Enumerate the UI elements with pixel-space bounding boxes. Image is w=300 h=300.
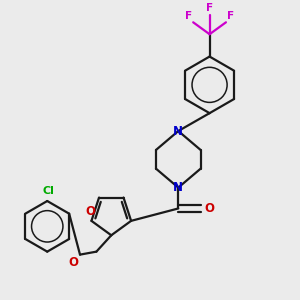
Text: O: O — [205, 202, 215, 215]
Text: F: F — [227, 11, 235, 21]
Text: F: F — [206, 3, 213, 14]
Text: F: F — [184, 11, 192, 21]
Text: O: O — [85, 206, 95, 218]
Text: O: O — [68, 256, 79, 269]
Text: N: N — [173, 124, 183, 137]
Text: N: N — [173, 181, 183, 194]
Text: Cl: Cl — [43, 186, 55, 196]
